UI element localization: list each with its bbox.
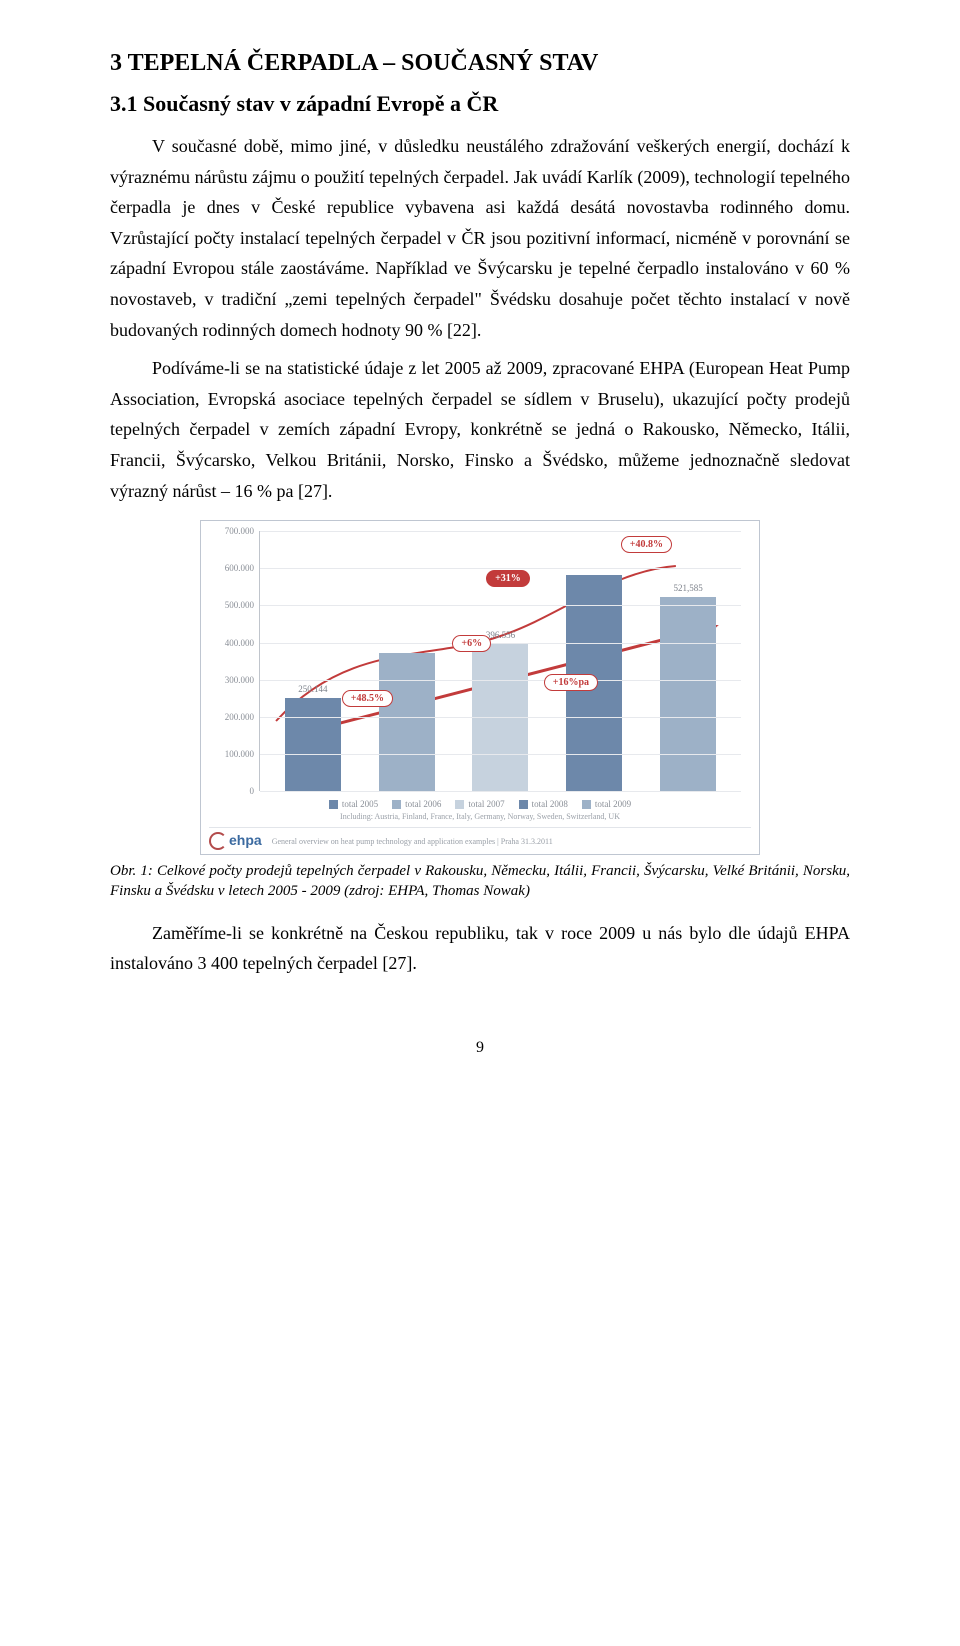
ehpa-logo-text: ehpa [229, 832, 262, 848]
legend-swatch [392, 800, 401, 809]
legend-item: total 2007 [455, 799, 504, 809]
grid-line [260, 531, 741, 532]
legend-swatch [582, 800, 591, 809]
legend-label: total 2007 [468, 799, 504, 809]
chart-subtitle: Including: Austria, Finland, France, Ita… [209, 812, 751, 821]
grid-line [260, 568, 741, 569]
y-axis-label: 400.000 [210, 638, 254, 648]
y-axis-label: 300.000 [210, 675, 254, 685]
growth-badge: +16%pa [544, 674, 598, 691]
body-paragraph: Zaměříme-li se konkrétně na Českou repub… [110, 918, 850, 979]
figure-caption: Obr. 1: Celkové počty prodejů tepelných … [110, 861, 850, 902]
legend-item: total 2008 [519, 799, 568, 809]
grid-line [260, 643, 741, 644]
growth-badge: +31% [486, 570, 530, 587]
legend-item: total 2005 [329, 799, 378, 809]
legend-label: total 2009 [595, 799, 631, 809]
bar-value-label: 521,585 [660, 583, 716, 593]
body-paragraph: Podíváme-li se na statistické údaje z le… [110, 353, 850, 506]
legend-swatch [329, 800, 338, 809]
legend-label: total 2008 [532, 799, 568, 809]
grid-line [260, 754, 741, 755]
ehpa-swirl-icon [209, 832, 227, 850]
subsection-heading: 3.1 Současný stav v západní Evropě a ČR [110, 91, 850, 117]
chart-footer: ehpa General overview on heat pump techn… [209, 827, 751, 850]
grid-line [260, 605, 741, 606]
y-axis-label: 600.000 [210, 563, 254, 573]
y-axis-label: 200.000 [210, 712, 254, 722]
bar-value-label: 250.144 [285, 684, 341, 694]
bar-fill [379, 653, 435, 791]
bar-fill: 521,585 [660, 597, 716, 791]
growth-badge: +40.8% [621, 536, 672, 553]
grid-line [260, 680, 741, 681]
legend-swatch [455, 800, 464, 809]
chart-footer-text: General overview on heat pump technology… [272, 837, 553, 846]
legend-label: total 2005 [342, 799, 378, 809]
bar-fill: 250.144 [285, 698, 341, 791]
y-axis-label: 100.000 [210, 749, 254, 759]
growth-badge: +48.5% [342, 690, 393, 707]
body-paragraph: V současné době, mimo jiné, v důsledku n… [110, 131, 850, 345]
y-axis-label: 0 [210, 786, 254, 796]
grid-line [260, 717, 741, 718]
legend-item: total 2006 [392, 799, 441, 809]
ehpa-logo: ehpa [209, 832, 262, 850]
legend-label: total 2006 [405, 799, 441, 809]
chart-frame: 250.144396.556521,585 0100.000200.000300… [200, 520, 760, 855]
y-axis-label: 500.000 [210, 600, 254, 610]
chart-plot-area: 250.144396.556521,585 0100.000200.000300… [259, 531, 741, 791]
legend-swatch [519, 800, 528, 809]
grid-line [260, 791, 741, 792]
section-heading: 3 TEPELNÁ ČERPADLA – SOUČASNÝ STAV [110, 50, 850, 77]
chart-legend: total 2005 total 2006 total 2007 total 2008… [209, 799, 751, 809]
y-axis-label: 700.000 [210, 526, 254, 536]
growth-badge: +6% [452, 635, 491, 652]
page-number: 9 [110, 1039, 850, 1057]
legend-item: total 2009 [582, 799, 631, 809]
chart-figure: 250.144396.556521,585 0100.000200.000300… [200, 520, 760, 855]
